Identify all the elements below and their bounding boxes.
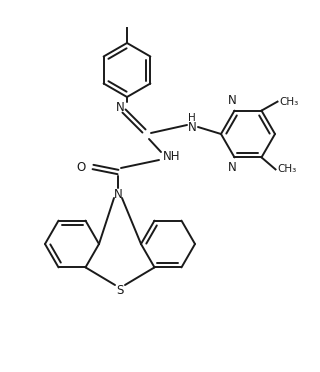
Text: S: S	[116, 283, 124, 296]
Text: O: O	[77, 160, 86, 173]
Text: N: N	[228, 94, 237, 107]
Text: N: N	[228, 161, 237, 174]
Text: N: N	[188, 121, 196, 134]
Text: CH₃: CH₃	[279, 97, 299, 107]
Text: NH: NH	[163, 150, 180, 163]
Text: N: N	[116, 100, 124, 113]
Text: CH₃: CH₃	[277, 164, 297, 174]
Text: H: H	[188, 113, 196, 123]
Text: N: N	[114, 187, 122, 201]
